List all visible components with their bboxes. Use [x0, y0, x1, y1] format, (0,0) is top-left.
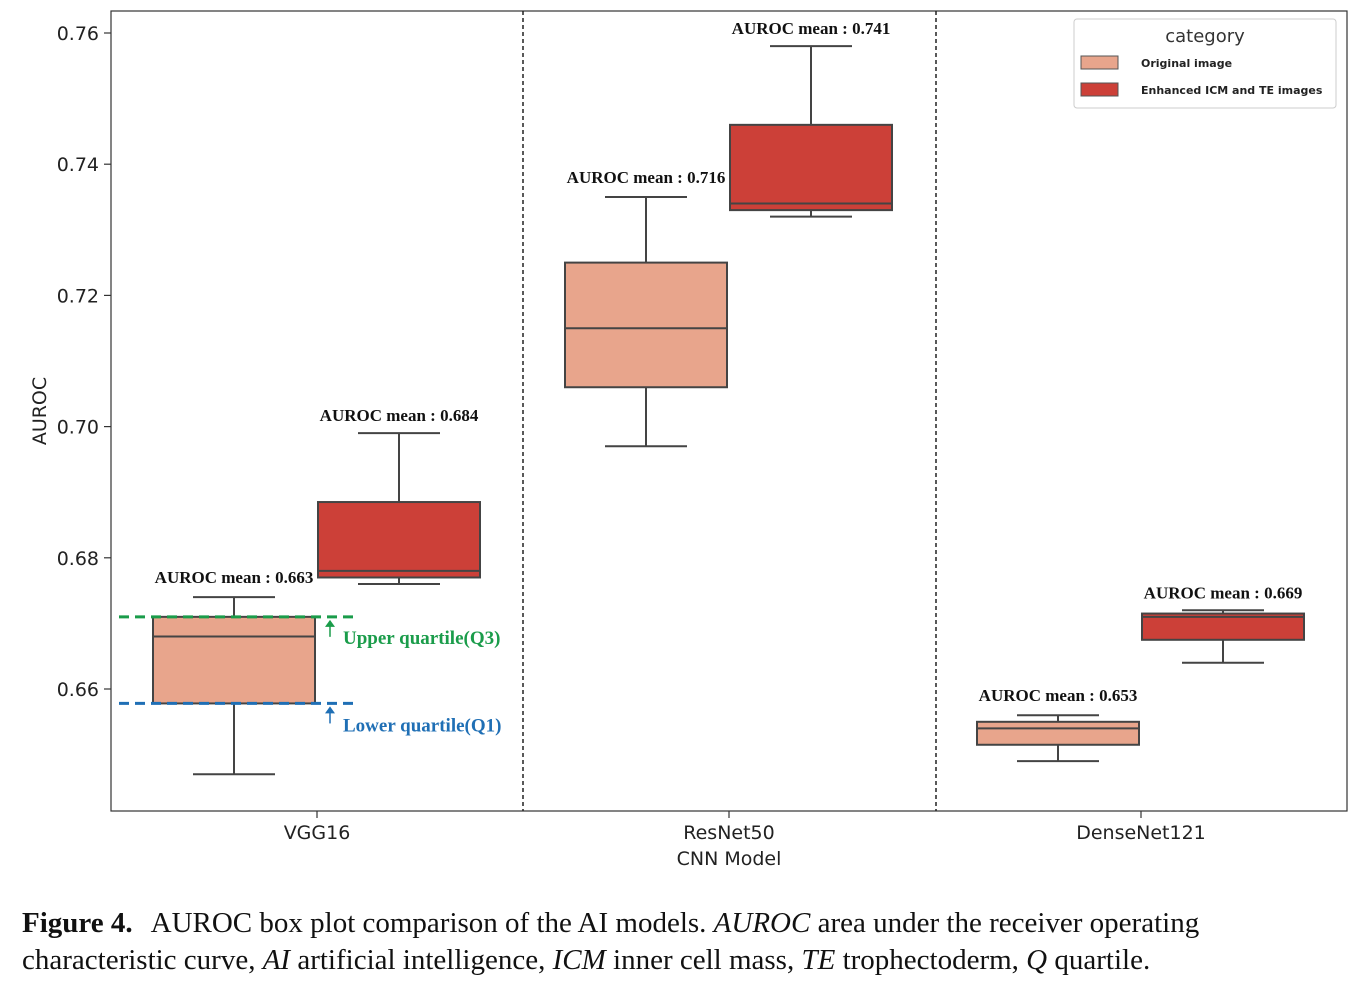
caption-text-6: quartile.	[1047, 944, 1151, 976]
box-densenet121-original: AUROC mean : 0.653	[976, 686, 1140, 763]
figure-caption: Figure 4. AUROC box plot comparison of th…	[22, 905, 1347, 979]
box-densenet121-enhanced: AUROC mean : 0.669	[1141, 583, 1305, 664]
mean-label: AUROC mean : 0.669	[1144, 583, 1303, 602]
x-tick-label: VGG16	[284, 822, 351, 844]
q3-annotation-label: Upper quartile(Q3)	[343, 628, 500, 649]
auroc-box-plot: 0.66 0.68 0.70 0.72 0.74 0.76 VGG16 ResNet50 Den…	[29, 10, 1348, 870]
mean-label: AUROC mean : 0.663	[155, 568, 314, 587]
iqr-box	[152, 615, 316, 705]
caption-text-5: trophectoderm,	[835, 944, 1027, 976]
box-resnet50-enhanced: AUROC mean : 0.741	[729, 19, 893, 218]
caption-term-icm: ICM	[552, 944, 606, 976]
legend-box	[1073, 18, 1337, 109]
x-tick-label: ResNet50	[683, 822, 774, 844]
legend-swatch	[1080, 55, 1119, 70]
caption-text-4: inner cell mass,	[605, 944, 802, 976]
y-tick-label: 0.70	[57, 417, 99, 439]
q1-annotation-label: Lower quartile(Q1)	[343, 715, 502, 736]
mean-label: AUROC mean : 0.741	[732, 19, 891, 38]
iqr-box	[976, 720, 1140, 746]
mean-label: AUROC mean : 0.716	[567, 168, 726, 187]
iqr-box	[564, 261, 728, 389]
box-resnet50-original: AUROC mean : 0.716	[564, 168, 728, 448]
y-tick-label: 0.72	[57, 285, 99, 307]
y-tick-label: 0.74	[57, 154, 99, 176]
q3-arrow-head	[325, 619, 335, 627]
legend: category Original image Enhanced ICM and T…	[1073, 18, 1337, 109]
caption-text-1: AUROC box plot comparison of the AI mode…	[150, 907, 714, 939]
x-tick-label: DenseNet121	[1076, 822, 1206, 844]
plot-area: 0.66 0.68 0.70 0.72 0.74 0.76 VGG16 ResNet50 Den…	[29, 10, 1348, 870]
iqr-box	[317, 501, 481, 579]
caption-text-2: area under the receiver operating charac…	[22, 907, 1200, 976]
caption-term-q: Q	[1026, 944, 1048, 976]
legend-title: category	[1165, 26, 1245, 47]
legend-entry-label: Enhanced ICM and TE images	[1141, 84, 1323, 97]
caption-term-ai: AI	[262, 944, 291, 976]
caption-term-auroc: AUROC	[713, 907, 811, 939]
box-vgg16-original: AUROC mean : 0.663	[152, 568, 316, 776]
caption-text-3: artificial intelligence,	[290, 944, 553, 976]
mean-label: AUROC mean : 0.684	[320, 406, 479, 425]
figure-label: Figure 4.	[22, 907, 133, 939]
legend-entry-label: Original image	[1141, 57, 1232, 70]
legend-swatch	[1080, 82, 1119, 97]
mean-label: AUROC mean : 0.653	[979, 686, 1138, 705]
y-axis-title: AUROC	[29, 377, 51, 445]
iqr-box	[1141, 612, 1305, 641]
iqr-box	[729, 123, 893, 212]
q1-arrow-head	[325, 706, 335, 714]
y-tick-label: 0.66	[57, 679, 99, 701]
x-axis-title: CNN Model	[677, 848, 782, 870]
box-vgg16-enhanced: AUROC mean : 0.684	[317, 406, 481, 586]
caption-term-te: TE	[801, 944, 836, 976]
y-tick-label: 0.68	[57, 548, 99, 570]
y-tick-label: 0.76	[57, 23, 99, 45]
